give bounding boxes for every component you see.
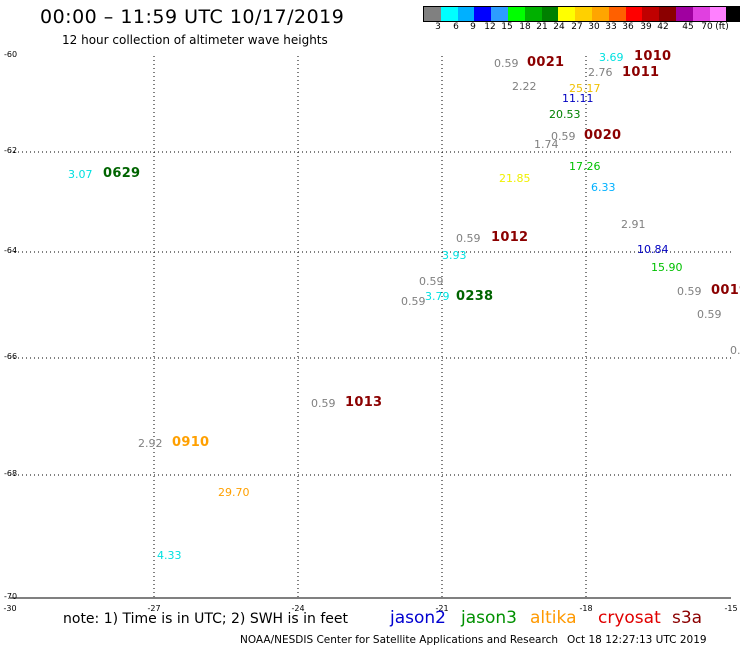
pass-time-label: 1010 — [634, 49, 672, 64]
page-subtitle: 12 hour collection of altimeter wave hei… — [62, 33, 328, 47]
latitude-tick-label: -60 — [4, 50, 18, 59]
legend-swatch — [692, 7, 710, 21]
wave-height-value: 4.33 — [157, 549, 182, 562]
legend-swatch — [457, 7, 475, 21]
wave-height-value: 0. — [730, 344, 740, 357]
legend-swatch — [507, 7, 525, 21]
wave-height-value: 2.76 — [588, 66, 613, 79]
longitude-tick-label: -15 — [724, 604, 738, 613]
wave-height-value: 21.85 — [499, 172, 531, 185]
longitude-tick-label: -18 — [579, 604, 593, 613]
legend-swatch — [491, 7, 508, 21]
legend-swatch — [642, 7, 660, 21]
pass-time-label: 1012 — [491, 230, 529, 245]
wave-height-value: 6.33 — [591, 181, 616, 194]
pass-time-label: 0019 — [711, 283, 740, 298]
wave-height-value: 0.59 — [677, 285, 702, 298]
longitude-tick-label: -24 — [291, 604, 305, 613]
wave-height-value: 0.59 — [311, 397, 336, 410]
legend-swatch — [659, 7, 676, 21]
wave-height-value: 1.74 — [534, 138, 559, 151]
legend-label: 45 — [682, 22, 694, 32]
wave-height-value: 2.91 — [621, 218, 646, 231]
wave-height-value: 25.17 — [569, 82, 601, 95]
legend-unit: (ft) — [715, 22, 729, 32]
color-scale-legend — [423, 6, 740, 22]
legend-swatch — [625, 7, 643, 21]
wave-height-value: 17.26 — [569, 160, 601, 173]
latitude-tick-label: -70 — [4, 592, 18, 601]
legend-swatch — [424, 7, 441, 21]
legend-label: 15 — [501, 22, 513, 32]
legend-swatch — [726, 7, 740, 21]
wave-height-value: 15.90 — [651, 261, 683, 274]
legend-swatch — [440, 7, 458, 21]
wave-height-value: 0.59 — [551, 130, 576, 143]
wave-height-value: 29.70 — [218, 486, 250, 499]
page-title: 00:00 – 11:59 UTC 10/17/2019 — [40, 6, 345, 28]
wave-height-value: 2.22 — [512, 80, 537, 93]
legend-label: 6 — [453, 22, 459, 32]
legend-swatch — [675, 7, 693, 21]
legend-label: 33 — [605, 22, 617, 32]
longitude-tick-label: -27 — [147, 604, 161, 613]
satellite-s3a: s3a — [672, 608, 703, 628]
wave-height-value: 0.59 — [401, 295, 426, 308]
pass-time-label: 1013 — [345, 395, 383, 410]
wave-height-value: 3.93 — [442, 249, 467, 262]
latitude-tick-label: -62 — [4, 146, 18, 155]
legend-swatch — [558, 7, 576, 21]
legend-label: 42 — [657, 22, 669, 32]
legend-label: 21 — [536, 22, 548, 32]
legend-swatch — [608, 7, 626, 21]
generation-timestamp: Oct 18 12:27:13 UTC 2019 — [567, 634, 707, 646]
wave-height-value: 3.79 — [425, 290, 450, 303]
legend-label: 9 — [470, 22, 476, 32]
wave-height-value: 0.59 — [419, 275, 444, 288]
latitude-tick-label: -64 — [4, 246, 18, 255]
legend-label: 3 — [435, 22, 441, 32]
wave-height-value: 0.59 — [697, 308, 722, 321]
legend-swatch — [591, 7, 609, 21]
credit-line: NOAA/NESDIS Center for Satellite Applica… — [240, 634, 558, 646]
pass-time-label: 1011 — [622, 65, 660, 80]
legend-label: 30 — [588, 22, 600, 32]
wave-height-value: 11.11 — [562, 92, 594, 105]
legend-label: 70 — [701, 22, 713, 32]
legend-swatch — [524, 7, 542, 21]
satellite-altika: altika — [530, 608, 577, 628]
legend-label: 18 — [519, 22, 531, 32]
wave-height-value: 20.53 — [549, 108, 581, 121]
legend-label: 27 — [571, 22, 583, 32]
pass-time-label: 0910 — [172, 435, 210, 450]
wave-height-value: 0.59 — [456, 232, 481, 245]
satellite-jason2: jason2 — [390, 608, 446, 628]
wave-height-value: 3.69 — [599, 51, 624, 64]
pass-time-label: 0629 — [103, 166, 141, 181]
legend-swatch — [575, 7, 592, 21]
satellite-jason3: jason3 — [461, 608, 517, 628]
latitude-tick-label: -68 — [4, 469, 18, 478]
footer-note: note: 1) Time is in UTC; 2) SWH is in fe… — [63, 611, 349, 627]
longitude-tick-label: -21 — [435, 604, 449, 613]
legend-swatch — [541, 7, 559, 21]
pass-time-label: 0238 — [456, 289, 494, 304]
legend-swatch — [474, 7, 492, 21]
pass-time-label: 0021 — [527, 55, 565, 70]
latitude-tick-label: -66 — [4, 352, 18, 361]
legend-label: 12 — [484, 22, 496, 32]
satellite-cryosat: cryosat — [598, 608, 661, 628]
legend-swatch — [709, 7, 727, 21]
longitude-tick-label: -30 — [3, 604, 17, 613]
wave-height-value: 3.07 — [68, 168, 93, 181]
wave-height-value: 0.59 — [494, 57, 519, 70]
legend-label: 36 — [622, 22, 634, 32]
pass-time-label: 0020 — [584, 128, 622, 143]
wave-height-value: 10.84 — [637, 243, 669, 256]
wave-height-value: 2.92 — [138, 437, 163, 450]
legend-label: 39 — [640, 22, 652, 32]
legend-label: 24 — [553, 22, 565, 32]
